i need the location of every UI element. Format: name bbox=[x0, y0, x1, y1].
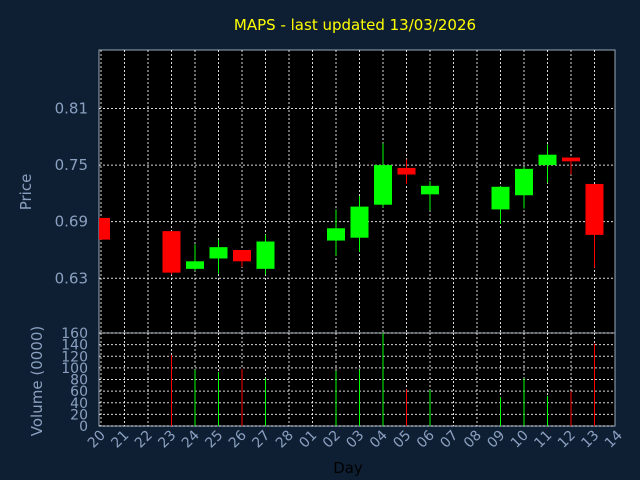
day-tick-label: 07 bbox=[437, 428, 461, 452]
volume-tick-label: 20 bbox=[70, 407, 88, 423]
candle-05 bbox=[397, 159, 416, 184]
volume-tick-label: 100 bbox=[61, 361, 88, 377]
day-tick-label: 06 bbox=[414, 427, 438, 451]
day-tick-label: 25 bbox=[202, 428, 226, 452]
day-tick-label: 04 bbox=[367, 427, 391, 451]
candle-11 bbox=[538, 144, 557, 184]
volume-tick-label: 80 bbox=[70, 373, 88, 389]
candle-body bbox=[397, 167, 416, 175]
day-tick-label: 20 bbox=[85, 428, 109, 452]
candle-body bbox=[256, 241, 275, 269]
volume-tick-label: 120 bbox=[61, 349, 88, 365]
day-tick-label: 24 bbox=[179, 427, 203, 451]
volume-bars bbox=[171, 333, 595, 426]
candle-body bbox=[327, 228, 345, 241]
day-tick-label: 03 bbox=[343, 428, 367, 452]
day-tick-label: 10 bbox=[508, 428, 532, 452]
candles bbox=[99, 143, 604, 275]
volume-tick-label: 160 bbox=[61, 326, 88, 342]
day-tick-label: 09 bbox=[484, 428, 508, 452]
candle-02 bbox=[327, 209, 345, 256]
candle-body bbox=[585, 183, 604, 235]
day-tick-label: 11 bbox=[531, 428, 555, 452]
day-tick-label: 02 bbox=[320, 428, 344, 452]
volume-tick-label: 60 bbox=[70, 384, 88, 400]
candle-body bbox=[99, 217, 110, 240]
price-panel bbox=[98, 49, 616, 334]
candle-body bbox=[350, 206, 369, 238]
candle-06 bbox=[421, 181, 439, 211]
price-tick-label: 0.75 bbox=[55, 156, 88, 174]
candle-body bbox=[515, 168, 533, 196]
day-tick-label: 12 bbox=[555, 428, 579, 452]
day-tick-label: 21 bbox=[108, 428, 132, 452]
day-tick-label: 23 bbox=[155, 428, 179, 452]
day-tick-label: 08 bbox=[461, 428, 485, 452]
candle-10 bbox=[515, 166, 533, 209]
price-tick-label: 0.81 bbox=[55, 99, 88, 117]
price-tick-label: 0.63 bbox=[55, 269, 88, 287]
candle-body bbox=[538, 154, 557, 166]
candle-body bbox=[374, 165, 392, 205]
chart-title: MAPS - last updated 13/03/2026 bbox=[234, 16, 476, 34]
day-tick-label: 05 bbox=[390, 428, 414, 452]
candle-12 bbox=[562, 157, 580, 175]
candle-03 bbox=[350, 196, 369, 252]
candle-26 bbox=[233, 249, 251, 267]
volume-axis-label: Volume (0000) bbox=[28, 326, 46, 436]
volume-tick-label: 40 bbox=[70, 396, 88, 412]
candle-body bbox=[491, 186, 510, 210]
price-tick-label: 0.69 bbox=[55, 213, 88, 231]
candle-body bbox=[233, 249, 251, 262]
candle-13 bbox=[585, 183, 604, 268]
candle-09 bbox=[491, 185, 510, 224]
candle-body bbox=[562, 157, 580, 162]
candle-20 bbox=[99, 217, 110, 240]
volume-tick-label: 140 bbox=[61, 338, 88, 354]
day-tick-label: 26 bbox=[226, 427, 250, 451]
day-tick-label: 27 bbox=[249, 428, 273, 452]
day-tick-label: 22 bbox=[132, 428, 156, 452]
candle-body bbox=[162, 231, 181, 273]
day-tick-label: 14 bbox=[602, 427, 626, 451]
candle-27 bbox=[256, 234, 275, 275]
candle-24 bbox=[186, 244, 204, 271]
day-axis: 20 21 22 23 24 25 26 27 28 01 02 03 04 05 06 07 08 09 10 11… bbox=[85, 427, 626, 451]
volume-tick-label: 0 bbox=[79, 419, 88, 435]
candle-25 bbox=[209, 239, 228, 274]
candle-body bbox=[421, 185, 439, 195]
candle-body bbox=[209, 247, 228, 259]
day-tick-label: 28 bbox=[273, 428, 297, 452]
candle-04 bbox=[374, 143, 392, 208]
price-axis-label: Price bbox=[17, 174, 35, 211]
day-tick-label: 13 bbox=[578, 428, 602, 452]
candle-23 bbox=[162, 231, 181, 275]
price-axis: 0.81 0.75 0.69 0.63 bbox=[55, 99, 88, 287]
candle-body bbox=[186, 261, 204, 269]
day-axis-label: Day bbox=[333, 459, 363, 477]
day-tick-label: 01 bbox=[296, 428, 320, 452]
